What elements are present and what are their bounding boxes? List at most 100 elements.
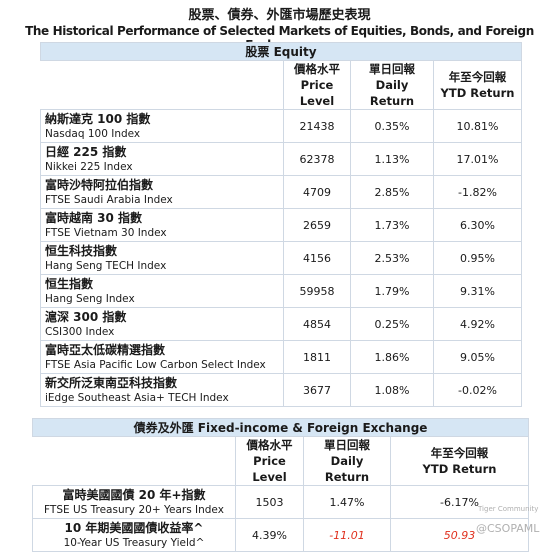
column-header: 單日回報 Daily Return: [303, 436, 391, 486]
name-cell: 富時沙特阿拉伯指數 FTSE Saudi Arabia Index: [40, 175, 284, 209]
name-en: Hang Seng TECH Index: [45, 259, 167, 272]
ytd-cell: -6.17%: [389, 485, 530, 519]
column-zh: 單日回報: [324, 438, 370, 452]
price-cell: 59958: [283, 274, 351, 308]
title-zh: 股票、債券、外匯市場歷史表現: [188, 8, 371, 23]
name-en: iEdge Southeast Asia+ TECH Index: [45, 391, 229, 404]
name-zh: 富時美國國債 20 年+指數: [62, 487, 206, 502]
column-en: YTD Return: [422, 462, 497, 476]
column-en: Price Level: [299, 78, 335, 108]
name-cell: 納斯達克 100 指數 Nasdaq 100 Index: [40, 109, 284, 143]
ytd-cell: 0.95%: [433, 241, 522, 275]
column-zh: 年至今回報: [430, 446, 489, 460]
name-en: Nikkei 225 Index: [45, 160, 133, 173]
row: 10 年期美國國債收益率^ 10-Year US Treasury Yield^ 4…: [32, 518, 530, 552]
column-en: YTD Return: [440, 86, 515, 100]
daily-cell: 1.08%: [350, 373, 434, 407]
name-cell: 日經 225 指數 Nikkei 225 Index: [40, 142, 284, 176]
name-cell: 富時美國國債 20 年+指數 FTSE US Treasury 20+ Years…: [32, 485, 236, 519]
row: 納斯達克 100 指數 Nasdaq 100 Index 21438 0.35% 10.…: [40, 109, 522, 143]
row: 富時美國國債 20 年+指數 FTSE US Treasury 20+ Years…: [32, 485, 530, 519]
daily-cell: 1.47%: [303, 485, 391, 519]
name-zh: 10 年期美國國債收益率^: [64, 520, 204, 535]
price-cell: 4156: [283, 241, 351, 275]
row: 恒生指數 Hang Seng Index 59958 1.79% 9.31%: [40, 274, 522, 308]
name-zh: 富時沙特阿拉伯指數: [45, 177, 154, 192]
column-zh: 年至今回報: [448, 70, 507, 84]
name-en: 10-Year US Treasury Yield^: [63, 536, 205, 549]
price-cell: 21438: [283, 109, 351, 143]
name-zh: 日經 225 指數: [45, 144, 127, 159]
row: 富時亞太低碳精選指數 FTSE Asia Pacific Low Carbon S…: [40, 340, 522, 374]
name-zh: 納斯達克 100 指數: [45, 111, 151, 126]
daily-cell: 2.85%: [350, 175, 434, 209]
price-cell: 62378: [283, 142, 351, 176]
name-cell: 富時越南 30 指數 FTSE Vietnam 30 Index: [40, 208, 284, 242]
price-cell: 4854: [283, 307, 351, 341]
fixed-income-table: 債券及外匯 Fixed-income & Foreign Exchange 價格…: [31, 418, 530, 552]
name-zh: 富時亞太低碳精選指數: [45, 342, 166, 357]
watermark-community: Tiger Community: [478, 505, 539, 513]
name-cell: 恒生科技指數 Hang Seng TECH Index: [40, 241, 284, 275]
row: 新交所泛東南亞科技指數 iEdge Southeast Asia+ TECH In…: [40, 373, 522, 407]
column-zh: 價格水平: [294, 62, 340, 76]
blank: [40, 60, 284, 110]
name-cell: 富時亞太低碳精選指數 FTSE Asia Pacific Low Carbon S…: [40, 340, 284, 374]
ytd-cell: 6.30%: [433, 208, 522, 242]
column-header: 年至今回報 YTD Return: [433, 60, 522, 110]
column-zh: 單日回報: [369, 62, 415, 76]
daily-cell: 2.53%: [350, 241, 434, 275]
name-zh: 新交所泛東南亞科技指數: [45, 375, 178, 390]
section-heading: 債券及外匯 Fixed-income & Foreign Exchange: [31, 418, 530, 437]
daily-cell: 0.35%: [350, 109, 434, 143]
watermark-handle: @CSOPAML: [476, 522, 540, 535]
ytd-cell: -0.02%: [433, 373, 522, 407]
name-cell: 10 年期美國國債收益率^ 10-Year US Treasury Yield^: [32, 518, 236, 552]
section-heading: 股票 Equity: [40, 42, 522, 61]
name-en: FTSE Vietnam 30 Index: [45, 226, 167, 239]
equity-table: 股票 Equity 價格水平 Price Level 單日回報 Daily Retur…: [40, 42, 522, 407]
column-en: Daily Return: [324, 454, 370, 484]
daily-cell: 1.86%: [350, 340, 434, 374]
ytd-cell: 4.92%: [433, 307, 522, 341]
name-en: FTSE Asia Pacific Low Carbon Select Inde…: [45, 358, 266, 371]
name-en: FTSE Saudi Arabia Index: [45, 193, 173, 206]
column-header: 價格水平 Price Level: [235, 436, 304, 486]
daily-cell: 1.73%: [350, 208, 434, 242]
price-cell: 4.39%: [235, 518, 304, 552]
name-zh: 富時越南 30 指數: [45, 210, 143, 225]
ytd-cell: -1.82%: [433, 175, 522, 209]
name-en: FTSE US Treasury 20+ Years Index: [44, 503, 224, 516]
price-cell: 1811: [283, 340, 351, 374]
row: 滬深 300 指數 CSI300 Index 4854 0.25% 4.92%: [40, 307, 522, 341]
row: 富時越南 30 指數 FTSE Vietnam 30 Index 2659 1.73%…: [40, 208, 522, 242]
heading-en: Fixed-income & Foreign Exchange: [197, 421, 428, 435]
row: 日經 225 指數 Nikkei 225 Index 62378 1.13% 17.01…: [40, 142, 522, 176]
column-en: Daily Return: [369, 78, 415, 108]
ytd-cell: 17.01%: [433, 142, 522, 176]
name-cell: 新交所泛東南亞科技指數 iEdge Southeast Asia+ TECH In…: [40, 373, 284, 407]
name-en: Nasdaq 100 Index: [45, 127, 141, 140]
column-header: 價格水平 Price Level: [283, 60, 351, 110]
row: 恒生科技指數 Hang Seng TECH Index 4156 2.53% 0.95%: [40, 241, 522, 275]
name-en: CSI300 Index: [45, 325, 115, 338]
daily-cell: -11.01: [303, 518, 391, 552]
column-en: Price Level: [252, 454, 287, 484]
column-zh: 價格水平: [246, 438, 293, 452]
row: 富時沙特阿拉伯指數 FTSE Saudi Arabia Index 4709 2.85…: [40, 175, 522, 209]
price-cell: 1503: [235, 485, 304, 519]
price-cell: 4709: [283, 175, 351, 209]
column-header: 年至今回報 YTD Return: [389, 436, 530, 486]
price-cell: 3677: [283, 373, 351, 407]
ytd-cell: 9.31%: [433, 274, 522, 308]
daily-cell: 1.79%: [350, 274, 434, 308]
name-zh: 恒生科技指數: [45, 243, 118, 258]
name-zh: 恒生指數: [45, 276, 94, 291]
name-zh: 滬深 300 指數: [45, 309, 127, 324]
daily-cell: 0.25%: [350, 307, 434, 341]
column-header: 單日回報 Daily Return: [350, 60, 434, 110]
ytd-cell: 10.81%: [433, 109, 522, 143]
name-cell: 滬深 300 指數 CSI300 Index: [40, 307, 284, 341]
price-cell: 2659: [283, 208, 351, 242]
